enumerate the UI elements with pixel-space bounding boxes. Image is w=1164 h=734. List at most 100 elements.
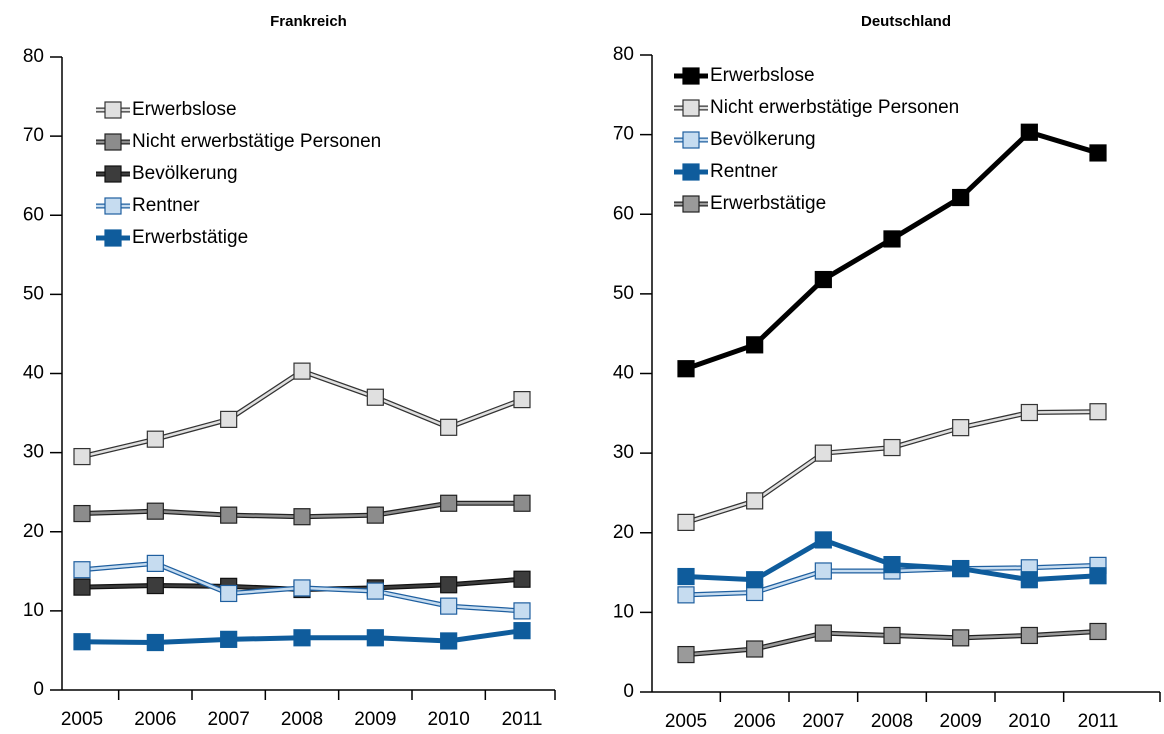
marker	[440, 632, 458, 650]
x-tick-label: 2009	[354, 709, 396, 730]
marker	[814, 531, 832, 549]
marker	[883, 555, 901, 574]
legend-label: Nicht erwerbstätige Personen	[710, 97, 959, 118]
y-tick-label: 60	[23, 204, 44, 225]
marker	[814, 270, 832, 289]
x-tick-label: 2005	[665, 711, 707, 732]
marker	[1089, 567, 1107, 585]
marker	[1089, 622, 1107, 641]
legend-label: Erwerbstätige	[132, 227, 248, 248]
marker	[883, 626, 901, 645]
marker	[1020, 123, 1038, 141]
legend-marker	[104, 197, 122, 215]
legend-marker	[682, 163, 700, 181]
series	[73, 494, 531, 526]
marker	[883, 230, 901, 248]
series	[73, 554, 531, 620]
marker	[146, 430, 164, 448]
y-tick-label: 80	[23, 46, 44, 67]
marker	[952, 419, 970, 437]
marker	[746, 571, 764, 589]
marker	[1089, 144, 1107, 162]
legend-marker	[104, 229, 122, 247]
legend-label: Erwerbstätige	[710, 193, 826, 214]
series	[73, 622, 531, 652]
marker	[293, 629, 311, 647]
marker	[146, 633, 164, 652]
marker	[293, 362, 311, 380]
marker	[293, 508, 311, 526]
marker	[677, 645, 695, 664]
marker	[952, 188, 970, 207]
x-tick-label: 2010	[428, 709, 470, 730]
series	[677, 622, 1107, 664]
marker	[952, 629, 970, 647]
marker	[440, 494, 458, 512]
marker	[440, 597, 458, 615]
marker	[366, 506, 384, 524]
y-tick-label: 50	[613, 283, 634, 304]
y-tick-label: 40	[23, 363, 44, 384]
marker	[440, 576, 458, 594]
marker	[513, 494, 531, 512]
panel-title: Deutschland	[861, 13, 951, 30]
marker	[814, 562, 832, 580]
y-tick-label: 40	[613, 363, 634, 384]
x-tick-label: 2010	[1008, 711, 1050, 732]
legend-marker	[104, 165, 122, 183]
marker	[366, 629, 384, 647]
marker	[73, 578, 91, 596]
y-tick-label: 20	[613, 522, 634, 543]
x-tick-label: 2006	[734, 711, 776, 732]
legend-label: Nicht erwerbstätige Personen	[132, 131, 381, 152]
marker	[746, 640, 764, 658]
marker	[146, 576, 164, 595]
marker	[677, 513, 695, 531]
marker	[73, 633, 91, 651]
marker	[1089, 403, 1107, 421]
marker	[73, 504, 91, 523]
legend-label: Erwerbslose	[132, 99, 237, 120]
y-tick-label: 10	[23, 600, 44, 621]
y-tick-label: 80	[613, 44, 634, 65]
x-tick-label: 2006	[134, 709, 176, 730]
marker	[366, 388, 384, 406]
marker	[513, 570, 531, 588]
legend-marker	[682, 67, 700, 85]
marker	[146, 554, 164, 573]
marker	[73, 561, 91, 579]
y-tick-label: 0	[33, 679, 44, 700]
marker	[746, 336, 764, 354]
legend-marker	[682, 131, 700, 149]
series	[73, 362, 531, 466]
panel-title: Frankreich	[270, 13, 347, 30]
marker	[677, 586, 695, 604]
marker	[814, 444, 832, 462]
y-tick-label: 30	[613, 442, 634, 463]
y-tick-label: 70	[23, 125, 44, 146]
x-tick-label: 2008	[281, 709, 323, 730]
series	[677, 123, 1107, 378]
marker	[220, 584, 238, 603]
y-tick-label: 60	[613, 203, 634, 224]
y-tick-label: 10	[613, 601, 634, 622]
series	[677, 531, 1107, 589]
marker	[440, 418, 458, 436]
legend-label: Rentner	[132, 195, 200, 216]
series	[677, 403, 1107, 531]
marker	[513, 391, 531, 409]
y-tick-label: 30	[23, 442, 44, 463]
marker	[366, 582, 384, 600]
marker	[746, 492, 764, 510]
marker	[513, 622, 531, 640]
x-tick-label: 2011	[1078, 711, 1119, 732]
marker	[73, 447, 91, 466]
legend-label: Bevölkerung	[132, 163, 238, 184]
legend-marker	[104, 101, 122, 119]
marker	[220, 630, 238, 648]
x-tick-label: 2011	[502, 709, 543, 730]
marker	[1020, 626, 1038, 645]
marker	[220, 410, 238, 428]
legend-marker	[682, 99, 700, 117]
